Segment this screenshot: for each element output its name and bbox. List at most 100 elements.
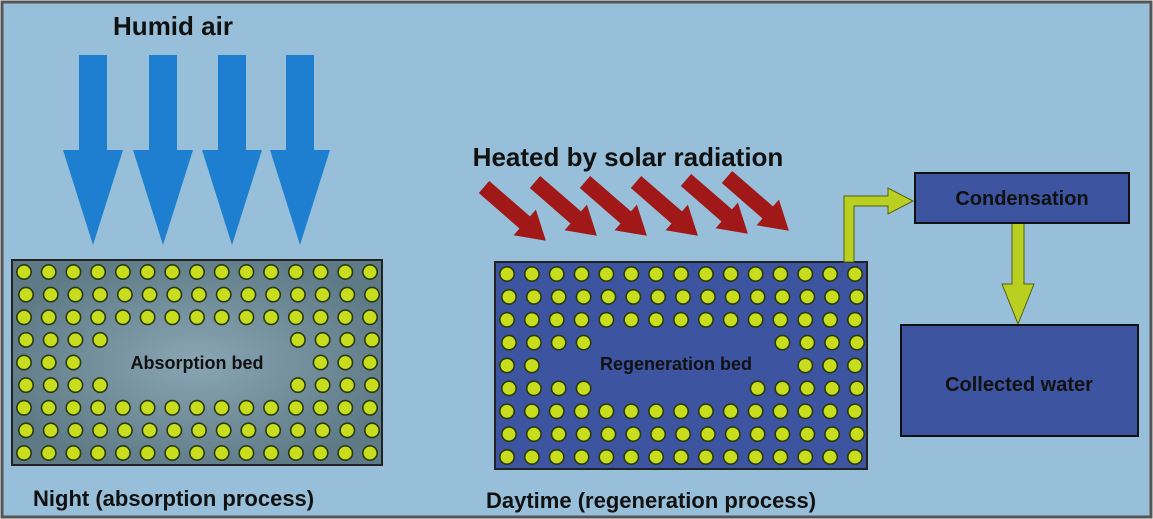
absorption-bed-beads (15, 263, 380, 461)
sorbent-bead-icon (548, 403, 565, 420)
sorbent-bead-icon (846, 448, 863, 465)
sorbent-bead-icon (573, 403, 590, 420)
down-arrow-icon (202, 55, 262, 245)
sorbent-bead-icon (339, 286, 356, 303)
sorbent-bead-icon (92, 331, 109, 348)
sorbent-bead-icon (598, 311, 615, 328)
sorbent-bead-icon (722, 403, 739, 420)
diagonal-arrow-icon (721, 171, 789, 231)
sorbent-bead-icon (238, 444, 255, 461)
sorbent-bead-icon (722, 265, 739, 282)
sorbent-bead-icon (238, 309, 255, 326)
sorbent-bead-icon (238, 399, 255, 416)
sorbent-bead-icon (846, 403, 863, 420)
sorbent-bead-icon (525, 380, 542, 397)
sorbent-bead-icon (747, 403, 764, 420)
sorbent-bead-icon (774, 426, 791, 443)
sorbent-bead-icon (623, 311, 640, 328)
sorbent-bead-icon (361, 354, 378, 371)
sorbent-bead-icon (339, 377, 356, 394)
sorbent-bead-icon (42, 331, 59, 348)
sorbent-bead-icon (337, 354, 354, 371)
sorbent-bead-icon (523, 265, 540, 282)
diagonal-arrow-icon (478, 181, 546, 241)
sorbent-bead-icon (674, 426, 691, 443)
sorbent-bead-icon (824, 380, 841, 397)
sorbent-bead-icon (191, 422, 208, 439)
sorbent-bead-icon (312, 399, 329, 416)
night-caption: Night (absorption process) (33, 486, 314, 511)
sorbent-bead-icon (17, 377, 34, 394)
sorbent-bead-icon (363, 422, 380, 439)
sorbent-bead-icon (846, 265, 863, 282)
humid-air-label: Humid air (113, 11, 233, 41)
sorbent-bead-icon (797, 357, 814, 374)
sorbent-bead-icon (215, 286, 232, 303)
sorbent-bead-icon (90, 399, 107, 416)
sorbent-bead-icon (265, 286, 282, 303)
sorbent-bead-icon (648, 265, 665, 282)
sorbent-bead-icon (747, 448, 764, 465)
sorbent-bead-icon (772, 265, 789, 282)
sorbent-bead-icon (263, 309, 280, 326)
sorbent-bead-icon (42, 422, 59, 439)
sorbent-bead-icon (213, 263, 230, 280)
sorbent-bead-icon (525, 426, 542, 443)
sorbent-bead-icon (500, 380, 517, 397)
sorbent-bead-icon (92, 377, 109, 394)
sorbent-bead-icon (238, 263, 255, 280)
down-arrow-icon (63, 55, 123, 245)
sorbent-bead-icon (40, 354, 57, 371)
sorbent-bead-icon (747, 265, 764, 282)
sorbent-bead-icon (40, 444, 57, 461)
diagonal-arrow-icon (579, 176, 647, 236)
sorbent-bead-icon (17, 331, 34, 348)
sorbent-bead-icon (846, 311, 863, 328)
sorbent-bead-icon (65, 354, 82, 371)
sorbent-bead-icon (90, 309, 107, 326)
sorbent-bead-icon (65, 309, 82, 326)
sorbent-bead-icon (164, 399, 181, 416)
flow-arrows (843, 187, 1035, 326)
sorbent-bead-icon (339, 331, 356, 348)
sorbent-bead-icon (573, 448, 590, 465)
sorbent-bead-icon (749, 426, 766, 443)
sorbent-bead-icon (265, 422, 282, 439)
sorbent-bead-icon (697, 311, 714, 328)
sorbent-bead-icon (575, 426, 592, 443)
sorbent-bead-icon (799, 426, 816, 443)
sorbent-bead-icon (848, 334, 865, 351)
condensation-label: Condensation (955, 188, 1088, 210)
sorbent-bead-icon (15, 309, 32, 326)
sorbent-bead-icon (90, 444, 107, 461)
sorbent-bead-icon (114, 444, 131, 461)
sorbent-bead-icon (337, 444, 354, 461)
day-caption: Daytime (regeneration process) (486, 488, 816, 513)
sorbent-bead-icon (672, 265, 689, 282)
sorbent-bead-icon (848, 288, 865, 305)
sorbent-bead-icon (213, 444, 230, 461)
sorbent-bead-icon (287, 399, 304, 416)
sorbent-bead-icon (189, 399, 206, 416)
sorbent-bead-icon (164, 309, 181, 326)
sorbent-bead-icon (824, 288, 841, 305)
sorbent-bead-icon (289, 331, 306, 348)
sorbent-bead-icon (500, 426, 517, 443)
absorption-bed-label: Absorption bed (131, 353, 264, 373)
sorbent-bead-icon (500, 288, 517, 305)
sorbent-bead-icon (797, 448, 814, 465)
sorbent-bead-icon (17, 286, 34, 303)
sorbent-bead-icon (523, 357, 540, 374)
sorbent-bead-icon (774, 288, 791, 305)
sorbent-bead-icon (797, 403, 814, 420)
sorbent-bead-icon (361, 263, 378, 280)
sorbent-bead-icon (672, 403, 689, 420)
sorbent-bead-icon (600, 288, 617, 305)
flow-arrow-icon (1001, 222, 1035, 326)
sorbent-bead-icon (697, 403, 714, 420)
sorbent-bead-icon (749, 380, 766, 397)
sorbent-bead-icon (598, 448, 615, 465)
sorbent-bead-icon (722, 448, 739, 465)
sorbent-bead-icon (42, 377, 59, 394)
